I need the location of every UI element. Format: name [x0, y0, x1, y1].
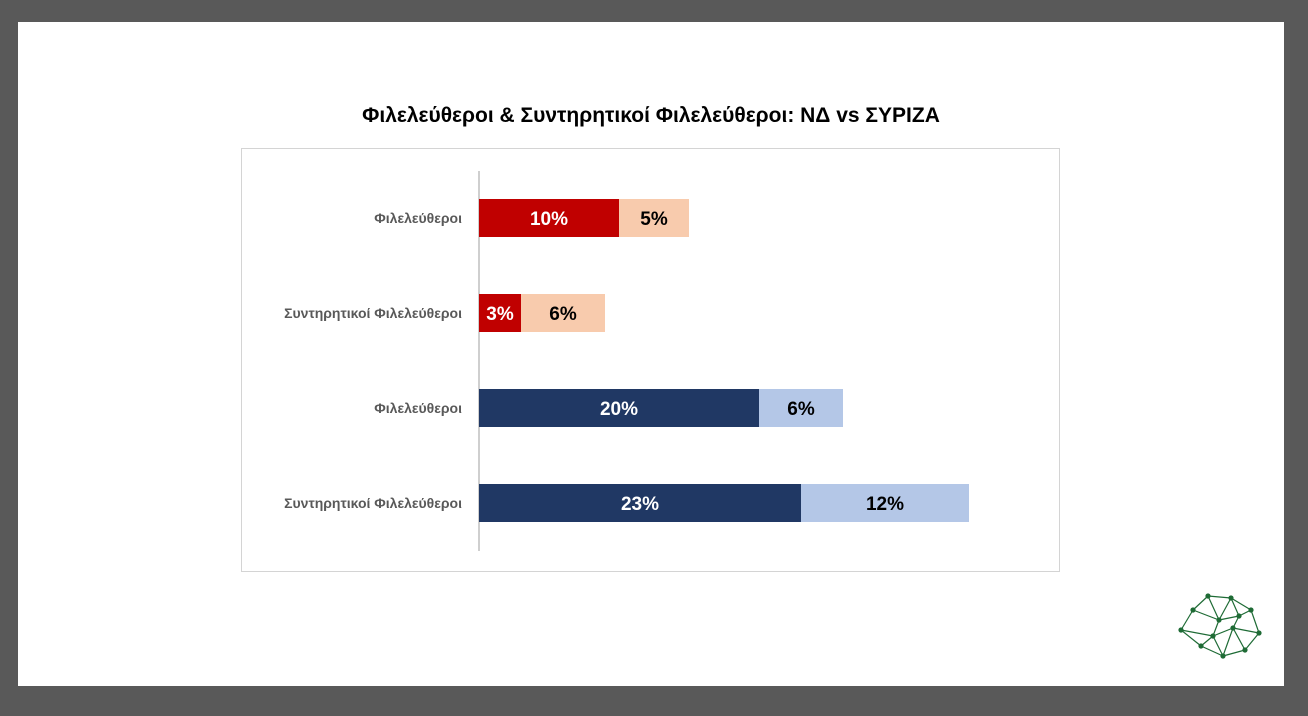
- logo-node: [1220, 653, 1226, 659]
- chart-plot-area: Φιλελεύθεροι 10% 5% Συντηρητικοί Φιλελεύθερ…: [241, 148, 1060, 572]
- bar-segment: [479, 294, 521, 332]
- logo-node: [1242, 647, 1248, 653]
- category-label: Φιλελεύθεροι: [374, 210, 462, 226]
- logo-edge: [1192, 609, 1220, 621]
- bar-segment: [759, 389, 843, 427]
- logo-edge: [1200, 645, 1224, 657]
- logo-edge: [1222, 627, 1234, 657]
- logo-edge: [1212, 635, 1224, 657]
- logo-edge: [1180, 629, 1214, 637]
- data-label: 5%: [640, 209, 668, 230]
- logo-edge: [1244, 632, 1260, 651]
- logo-node: [1248, 607, 1254, 613]
- data-label: 23%: [621, 494, 659, 515]
- category-label: Φιλελεύθεροι: [374, 400, 462, 416]
- data-label: 20%: [600, 399, 638, 420]
- data-label: 10%: [530, 209, 568, 230]
- network-logo-icon: [1178, 593, 1262, 659]
- logo-node: [1256, 630, 1262, 636]
- logo-edge: [1207, 595, 1220, 621]
- logo-edge: [1222, 649, 1246, 657]
- data-label: 3%: [486, 304, 514, 325]
- logo-node: [1236, 613, 1242, 619]
- logo-edge: [1218, 615, 1240, 621]
- bar-segment: [619, 199, 689, 237]
- bar-segment: [479, 199, 619, 237]
- logo-edge: [1212, 619, 1220, 637]
- logo-node: [1230, 625, 1236, 631]
- logo-edge: [1180, 629, 1202, 647]
- bar-segment: [521, 294, 605, 332]
- logo-node: [1198, 643, 1204, 649]
- logo-edge: [1232, 627, 1260, 634]
- logo-edge: [1212, 627, 1234, 637]
- bar-segment: [801, 484, 969, 522]
- logo-node: [1216, 617, 1222, 623]
- logo-edge: [1180, 609, 1194, 631]
- logo-node: [1178, 627, 1184, 633]
- data-label: 6%: [549, 304, 577, 325]
- logo-node: [1228, 595, 1234, 601]
- logo-edge: [1192, 595, 1209, 611]
- bar-segment: [479, 484, 801, 522]
- chart-title: Φιλελεύθεροι & Συντηρητικοί Φιλελεύθεροι…: [362, 104, 940, 127]
- logo-edge: [1250, 609, 1260, 634]
- category-label: Συντηρητικοί Φιλελεύθεροι: [284, 305, 462, 321]
- logo-edge: [1232, 627, 1246, 651]
- logo-node: [1210, 633, 1216, 639]
- logo-edge: [1230, 597, 1252, 611]
- data-label: 6%: [787, 399, 815, 420]
- logo-edge: [1207, 595, 1232, 599]
- logo-node: [1205, 593, 1211, 599]
- logo-node: [1190, 607, 1196, 613]
- logo-edge: [1230, 597, 1240, 617]
- logo-edge: [1200, 635, 1214, 647]
- logo-edge: [1218, 597, 1232, 621]
- bar-chart: Φιλελεύθεροι 10% 5% Συντηρητικοί Φιλελεύθερ…: [284, 171, 969, 551]
- category-label: Συντηρητικοί Φιλελεύθεροι: [284, 495, 462, 511]
- slide: Φιλελεύθεροι & Συντηρητικοί Φιλελεύθεροι…: [18, 22, 1284, 686]
- bar-segment: [479, 389, 759, 427]
- data-label: 12%: [866, 494, 904, 515]
